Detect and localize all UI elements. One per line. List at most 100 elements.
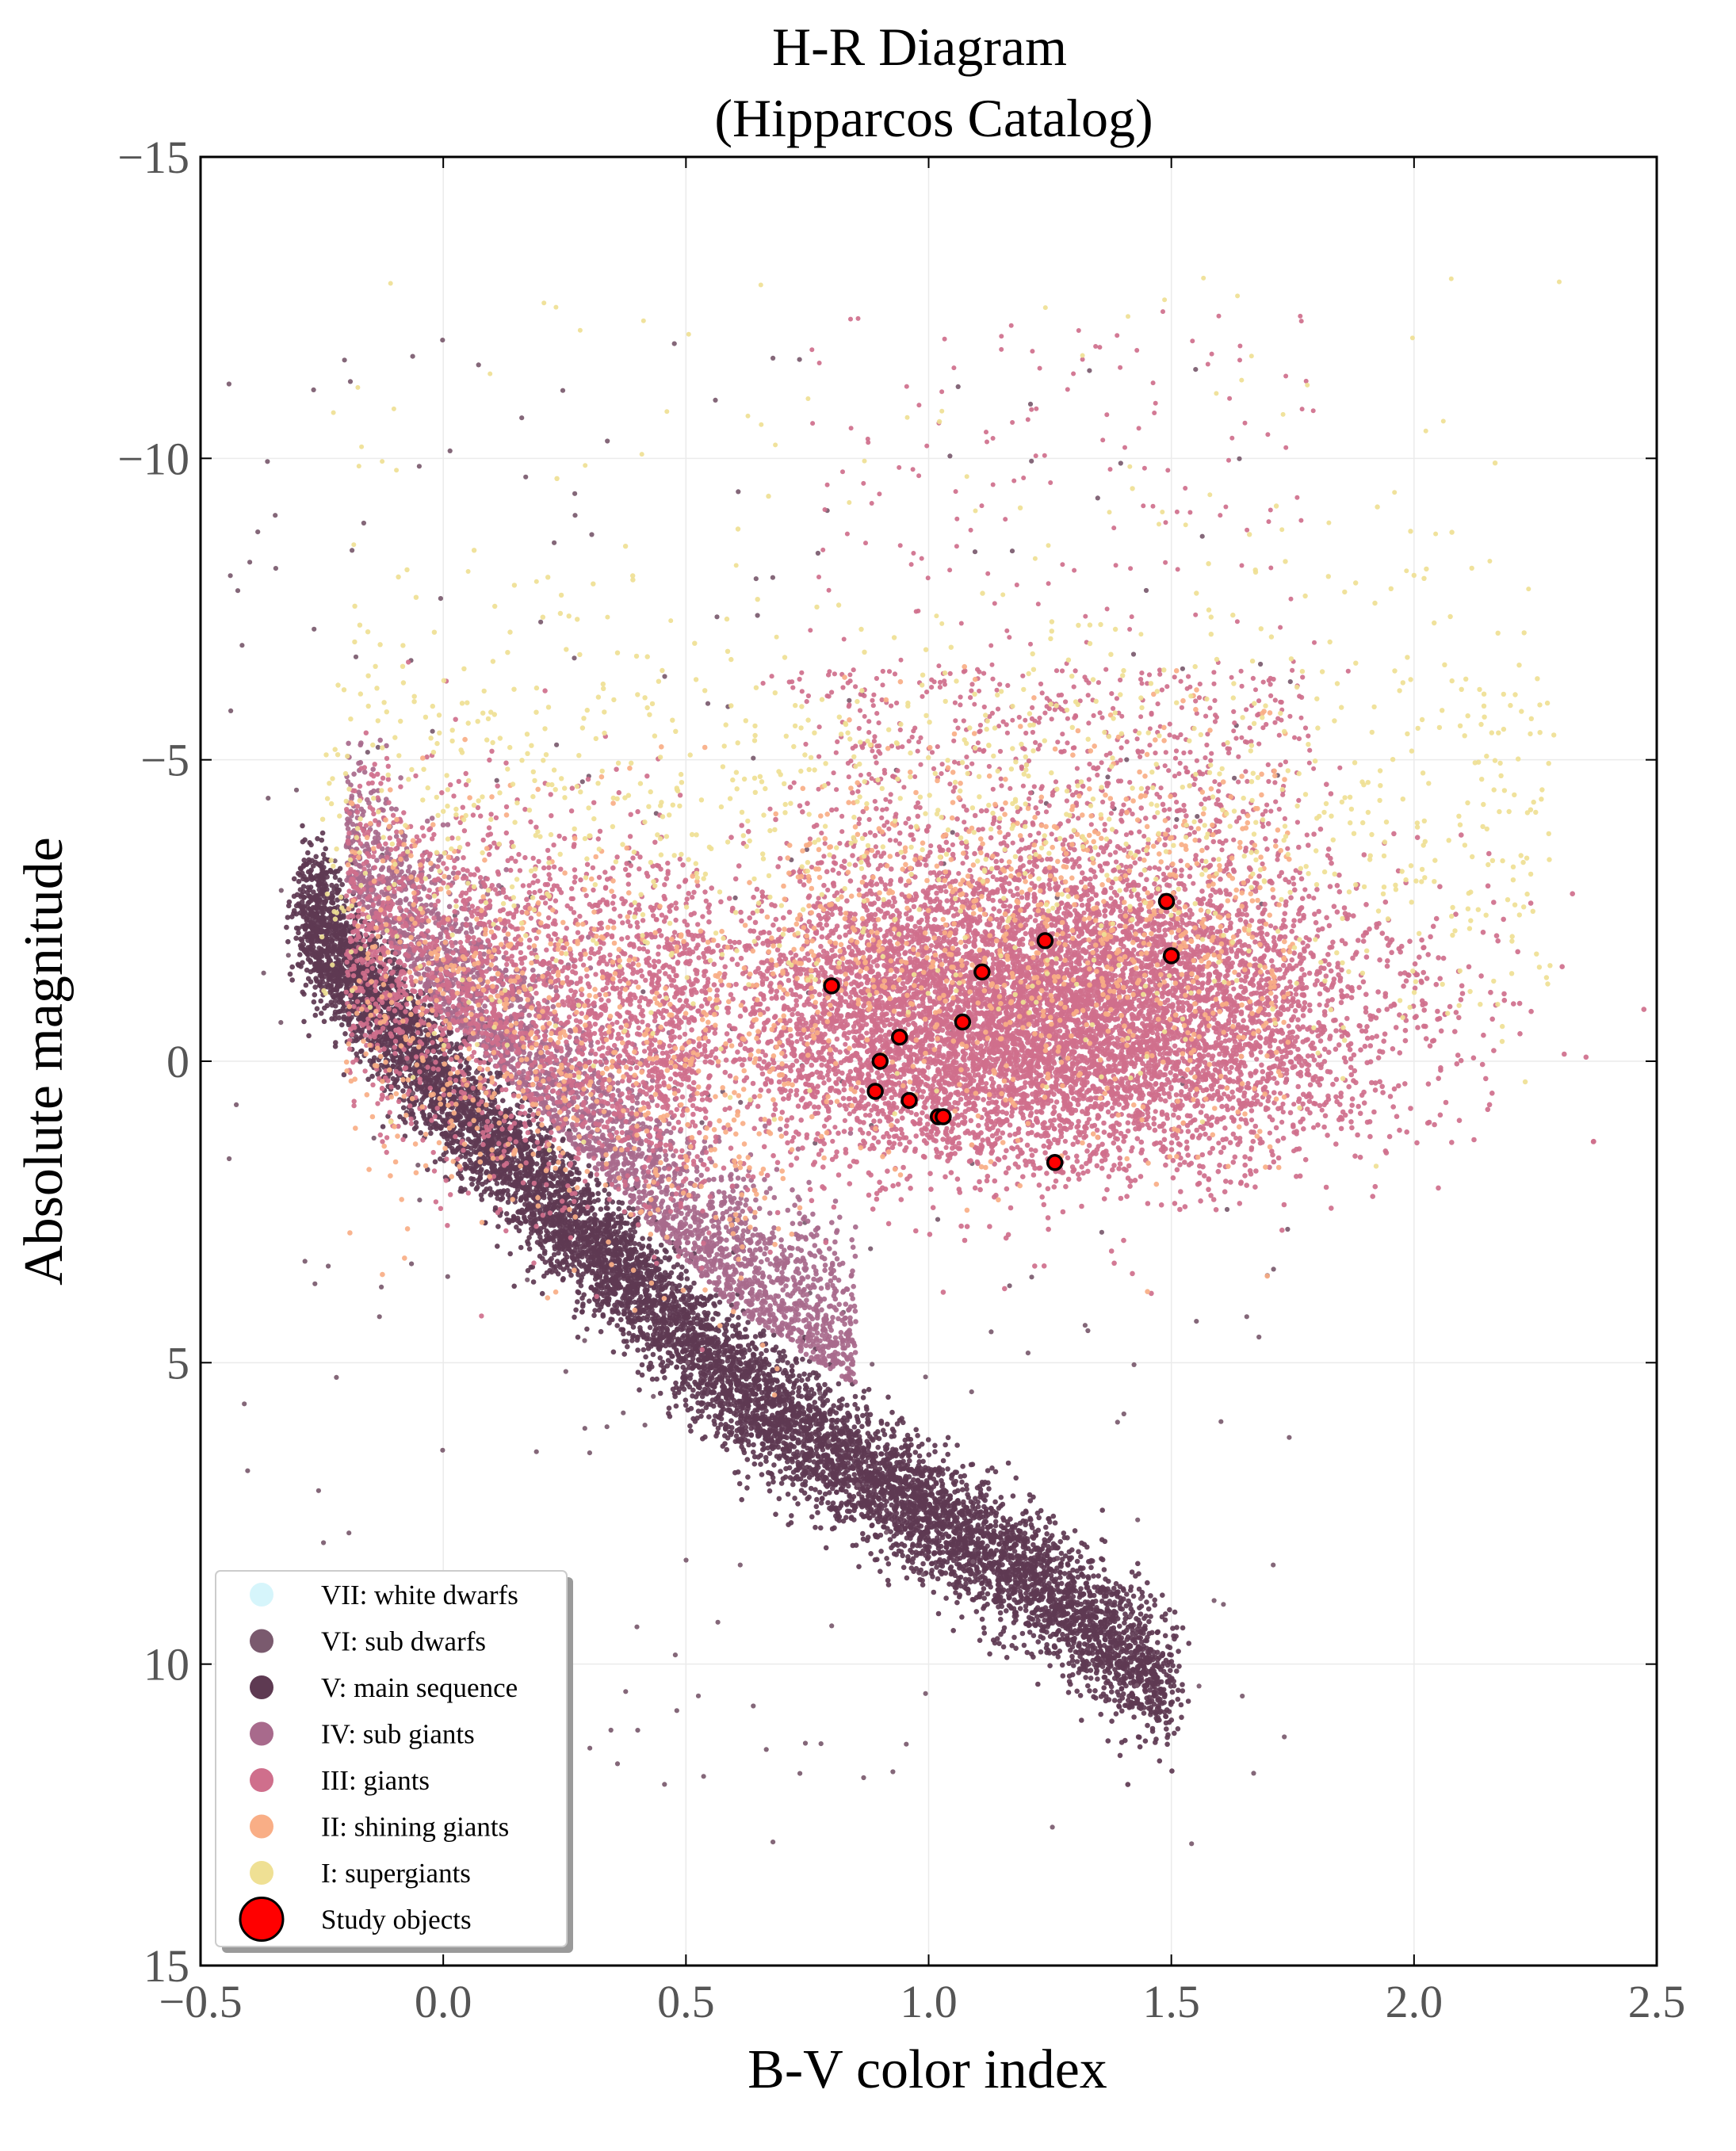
star-point (878, 1549, 884, 1554)
star-point (813, 1503, 820, 1510)
star-point (1096, 1573, 1101, 1579)
star-point (657, 1355, 663, 1361)
star-point (869, 1523, 875, 1529)
star-point (1078, 1566, 1084, 1572)
star-point (726, 1316, 732, 1323)
star-point (1171, 1679, 1176, 1684)
star-point (626, 1205, 632, 1211)
star-point (818, 1525, 824, 1531)
star-point (913, 1565, 920, 1572)
star-point (1169, 1689, 1176, 1695)
star-point (1128, 1606, 1134, 1612)
star-point (635, 1215, 641, 1221)
star-point (616, 1205, 621, 1212)
star-point (998, 1495, 1004, 1500)
star-point (1101, 1685, 1107, 1691)
star-point (311, 999, 317, 1005)
star-point (875, 1444, 881, 1450)
star-point (1052, 1520, 1058, 1526)
star-point (928, 1571, 935, 1576)
star-point (798, 1488, 805, 1493)
star-point (1109, 1689, 1115, 1694)
star-point (301, 858, 308, 863)
star-point (1088, 1675, 1094, 1681)
star-point (640, 1236, 645, 1241)
star-point (932, 1442, 938, 1449)
star-point (851, 1424, 858, 1430)
star-point (1176, 1649, 1181, 1654)
star-point (683, 1397, 689, 1403)
star-point (729, 1425, 735, 1431)
star-point (592, 1212, 598, 1217)
star-point (1163, 1714, 1169, 1720)
star-point (1138, 1611, 1144, 1617)
star-point (1093, 1670, 1099, 1676)
star-point (977, 1637, 983, 1643)
star-point (813, 1370, 819, 1376)
star-point (1061, 1530, 1067, 1536)
star-point (638, 1329, 644, 1335)
star-point (780, 1476, 786, 1481)
star-point (756, 1383, 763, 1389)
star-point (537, 1234, 543, 1240)
star-point (625, 1343, 630, 1350)
star-point (712, 1303, 717, 1309)
star-point (1010, 1493, 1016, 1499)
star-point (673, 1380, 679, 1386)
star-point (981, 1586, 987, 1591)
star-point (1141, 1710, 1147, 1716)
star-point (848, 1515, 855, 1520)
star-point (1108, 1683, 1115, 1690)
star-point (570, 1229, 575, 1236)
star-point (673, 1403, 679, 1409)
star-point (1021, 1642, 1027, 1649)
star-point (876, 1435, 882, 1442)
star-point (468, 1175, 474, 1182)
star-point (1185, 1698, 1191, 1704)
star-point (1072, 1528, 1078, 1534)
star-point (1167, 1607, 1172, 1613)
star-point (1077, 1693, 1084, 1698)
star-point (943, 1442, 948, 1448)
star-point (1011, 1634, 1017, 1641)
star-point (323, 846, 329, 852)
star-point (916, 1459, 922, 1465)
star-point (745, 1320, 751, 1325)
star-point (302, 837, 308, 842)
star-point (621, 1351, 627, 1357)
star-point (763, 1436, 768, 1442)
star-point (1137, 1734, 1142, 1740)
star-point (1165, 1644, 1171, 1649)
star-point (503, 1211, 510, 1217)
star-point (1130, 1593, 1137, 1599)
star-point (507, 1251, 513, 1257)
star-point (1098, 1711, 1103, 1717)
star-point (973, 1609, 980, 1614)
star-point (823, 1545, 829, 1551)
star-point (919, 1441, 925, 1447)
star-point (1077, 1622, 1084, 1628)
star-point (670, 1386, 676, 1393)
star-point (296, 878, 302, 884)
star-point (800, 1356, 805, 1362)
star-point (666, 1405, 672, 1411)
star-point (832, 1525, 837, 1531)
star-point (1142, 1738, 1149, 1744)
star-point (663, 1249, 669, 1255)
star-point (717, 1299, 723, 1305)
star-point (885, 1577, 891, 1584)
star-point (413, 1120, 419, 1125)
star-point (790, 1389, 796, 1396)
star-point (847, 1492, 852, 1498)
star-point (785, 1360, 790, 1366)
star-point (992, 1499, 998, 1505)
star-point (1074, 1568, 1080, 1574)
star-point (920, 1577, 925, 1584)
star-point (944, 1559, 950, 1565)
star-point (1095, 1676, 1100, 1682)
star-point (935, 1610, 942, 1617)
star-point (736, 1315, 741, 1320)
star-point (960, 1463, 966, 1469)
star-point (584, 1326, 590, 1332)
star-point (1091, 1573, 1096, 1579)
